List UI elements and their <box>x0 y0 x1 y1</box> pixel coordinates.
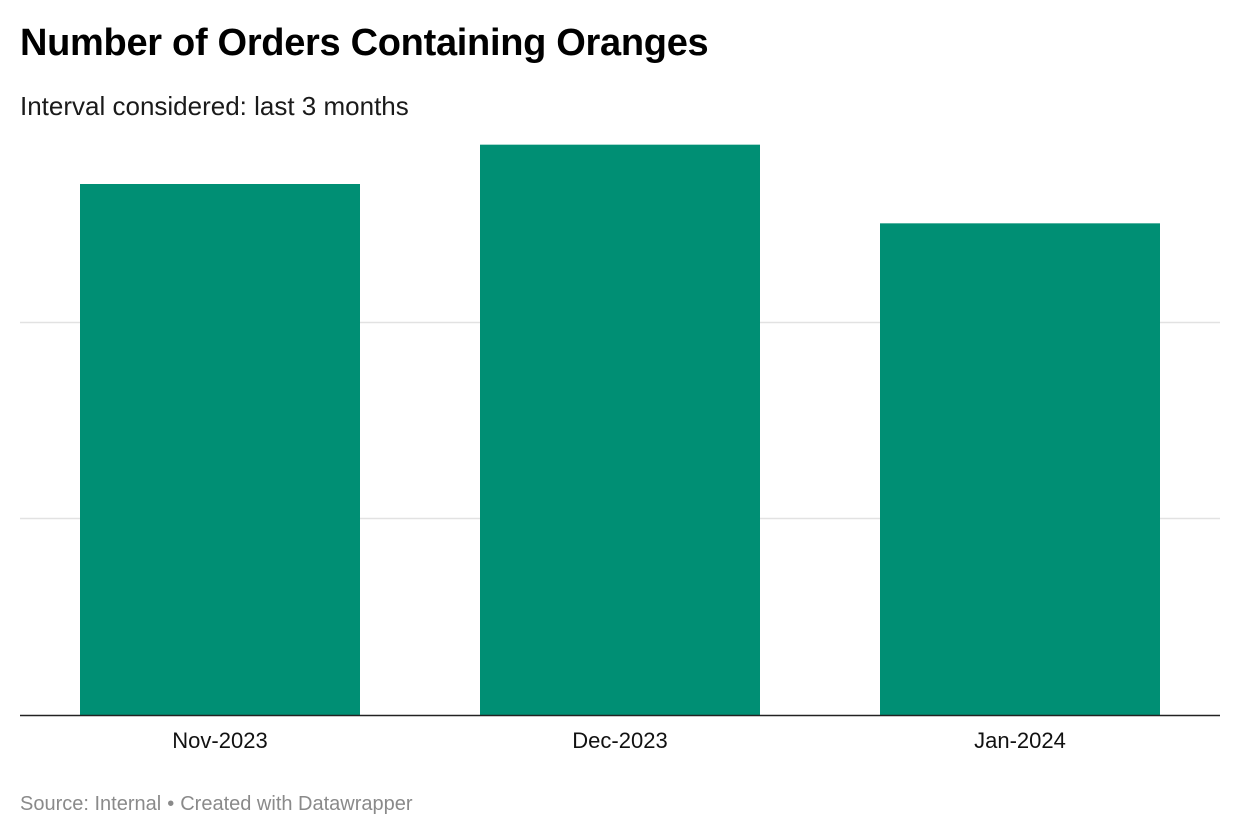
chart-title: Number of Orders Containing Oranges <box>20 22 709 64</box>
x-tick-label-dec-2023: Dec-2023 <box>572 728 667 753</box>
chart-footer: Source: Internal • Created with Datawrappe… <box>20 793 413 816</box>
bar-jan-2024 <box>880 223 1160 716</box>
bars <box>80 144 1160 716</box>
source-note: Source: Internal <box>20 793 162 815</box>
bar-nov-2023 <box>80 184 360 715</box>
credit-note: Created with Datawrapper <box>180 793 413 815</box>
bar-dec-2023 <box>480 144 760 715</box>
x-tick-labels: Nov-2023 Dec-2023 Jan-2024 <box>172 728 1066 753</box>
x-tick-label-jan-2024: Jan-2024 <box>974 728 1066 753</box>
x-tick-label-nov-2023: Nov-2023 <box>172 728 267 753</box>
chart-subtitle: Interval considered: last 3 months <box>20 91 409 121</box>
footer-separator: • <box>167 793 175 815</box>
